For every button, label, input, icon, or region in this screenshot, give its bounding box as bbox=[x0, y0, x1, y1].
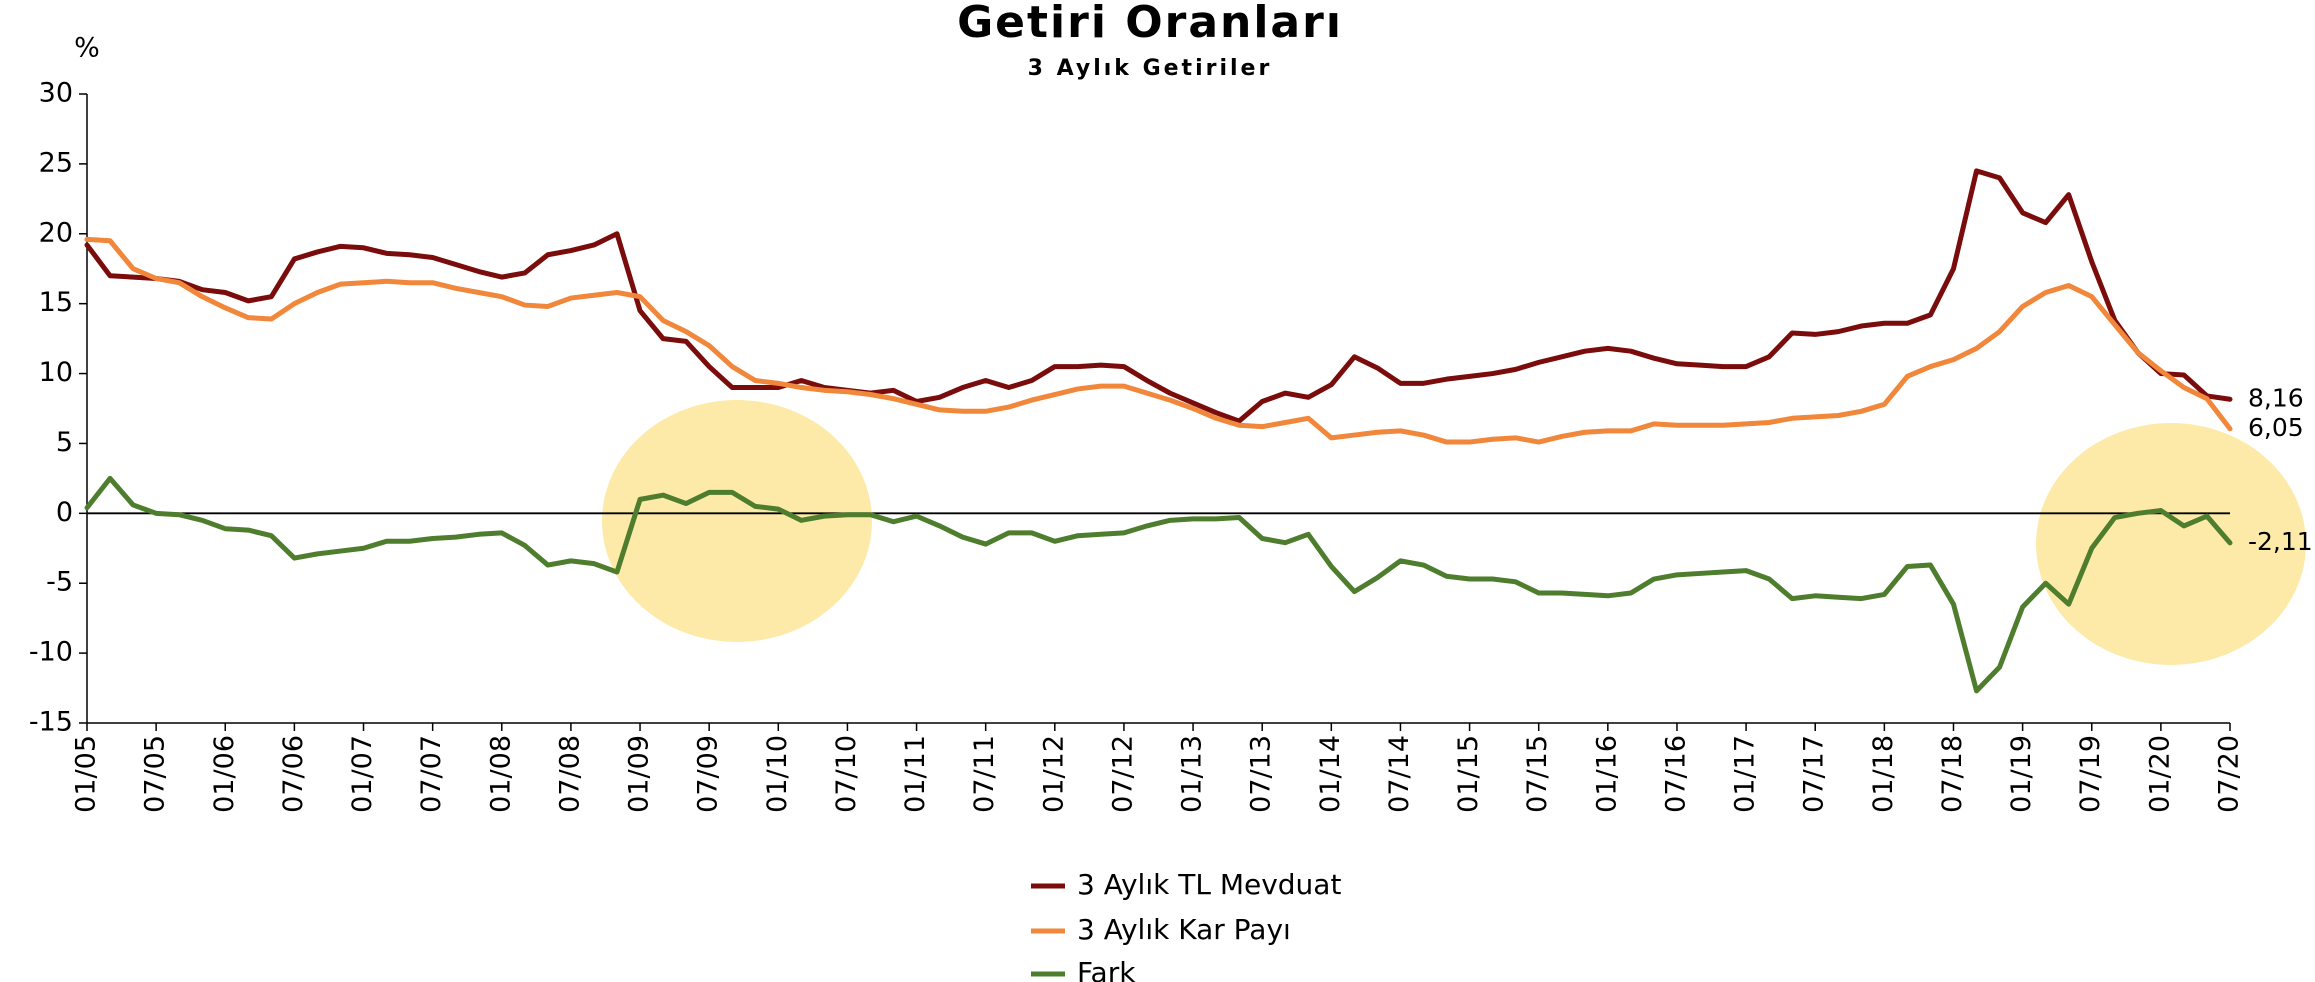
x-tick-label: 07/17 bbox=[1799, 735, 1830, 813]
highlight-circle bbox=[2036, 423, 2306, 665]
chart-title: Getiri Oranları bbox=[957, 0, 1343, 48]
value-label: -2,11 bbox=[2248, 527, 2313, 556]
series-line bbox=[84, 168, 2233, 424]
x-tick-label: 07/05 bbox=[140, 735, 171, 813]
value-label: 8,16 bbox=[2248, 383, 2304, 412]
y-tick-label: 5 bbox=[56, 427, 73, 458]
x-tick-label: 07/20 bbox=[2214, 735, 2245, 813]
x-tick-label: 07/09 bbox=[693, 735, 724, 813]
x-tick-label: 01/08 bbox=[485, 735, 516, 813]
x-tick-label: 01/12 bbox=[1038, 735, 1069, 813]
value-label: 6,05 bbox=[2248, 413, 2304, 442]
x-tick-label: 01/18 bbox=[1868, 735, 1899, 813]
x-tick-label: 01/14 bbox=[1315, 735, 1346, 813]
x-tick-label: 07/12 bbox=[1107, 735, 1138, 813]
x-tick-label: 07/08 bbox=[554, 735, 585, 813]
series-line bbox=[84, 475, 2233, 694]
series-line bbox=[84, 236, 2233, 445]
y-tick-label: -10 bbox=[29, 637, 73, 668]
x-tick-label: 01/17 bbox=[1730, 735, 1761, 813]
x-tick-label: 01/07 bbox=[347, 735, 378, 813]
x-tick-label: 01/15 bbox=[1453, 735, 1484, 813]
x-tick-label: 01/16 bbox=[1591, 735, 1622, 813]
y-tick-label: 15 bbox=[39, 287, 73, 318]
y-tick-label: 20 bbox=[39, 217, 73, 248]
legend-label: Fark bbox=[1077, 956, 1136, 982]
x-tick-label: 01/20 bbox=[2144, 735, 2175, 813]
x-tick-label: 07/18 bbox=[1937, 735, 1968, 813]
y-tick-label: 25 bbox=[39, 147, 73, 178]
legend-label: 3 Aylık Kar Payı bbox=[1077, 913, 1291, 946]
legend-label: 3 Aylık TL Mevduat bbox=[1077, 868, 1341, 901]
y-tick-label: -5 bbox=[46, 567, 73, 598]
chart-subtitle: 3 Aylık Getiriler bbox=[1028, 56, 1273, 81]
x-tick-label: 07/16 bbox=[1660, 735, 1691, 813]
x-tick-label: 07/19 bbox=[2075, 735, 2106, 813]
x-tick-label: 07/14 bbox=[1384, 735, 1415, 813]
y-tick-label: 10 bbox=[39, 357, 73, 388]
x-tick-label: 07/06 bbox=[278, 735, 309, 813]
x-tick-label: 01/05 bbox=[71, 735, 102, 813]
x-tick-label: 01/09 bbox=[624, 735, 655, 813]
highlight-circle bbox=[602, 400, 872, 642]
y-tick-label: 0 bbox=[56, 497, 73, 528]
x-tick-label: 01/06 bbox=[209, 735, 240, 813]
y-axis-label: % bbox=[74, 33, 100, 64]
x-tick-label: 01/13 bbox=[1177, 735, 1208, 813]
x-tick-label: 07/13 bbox=[1246, 735, 1277, 813]
x-tick-label: 01/19 bbox=[2006, 735, 2037, 813]
x-tick-label: 07/10 bbox=[831, 735, 862, 813]
x-tick-label: 01/11 bbox=[900, 735, 931, 813]
x-tick-label: 01/10 bbox=[762, 735, 793, 813]
x-tick-label: 07/11 bbox=[969, 735, 1000, 813]
y-tick-label: -15 bbox=[29, 707, 73, 738]
y-tick-label: 30 bbox=[39, 78, 73, 109]
x-tick-label: 07/15 bbox=[1522, 735, 1553, 813]
x-tick-label: 07/07 bbox=[416, 735, 447, 813]
